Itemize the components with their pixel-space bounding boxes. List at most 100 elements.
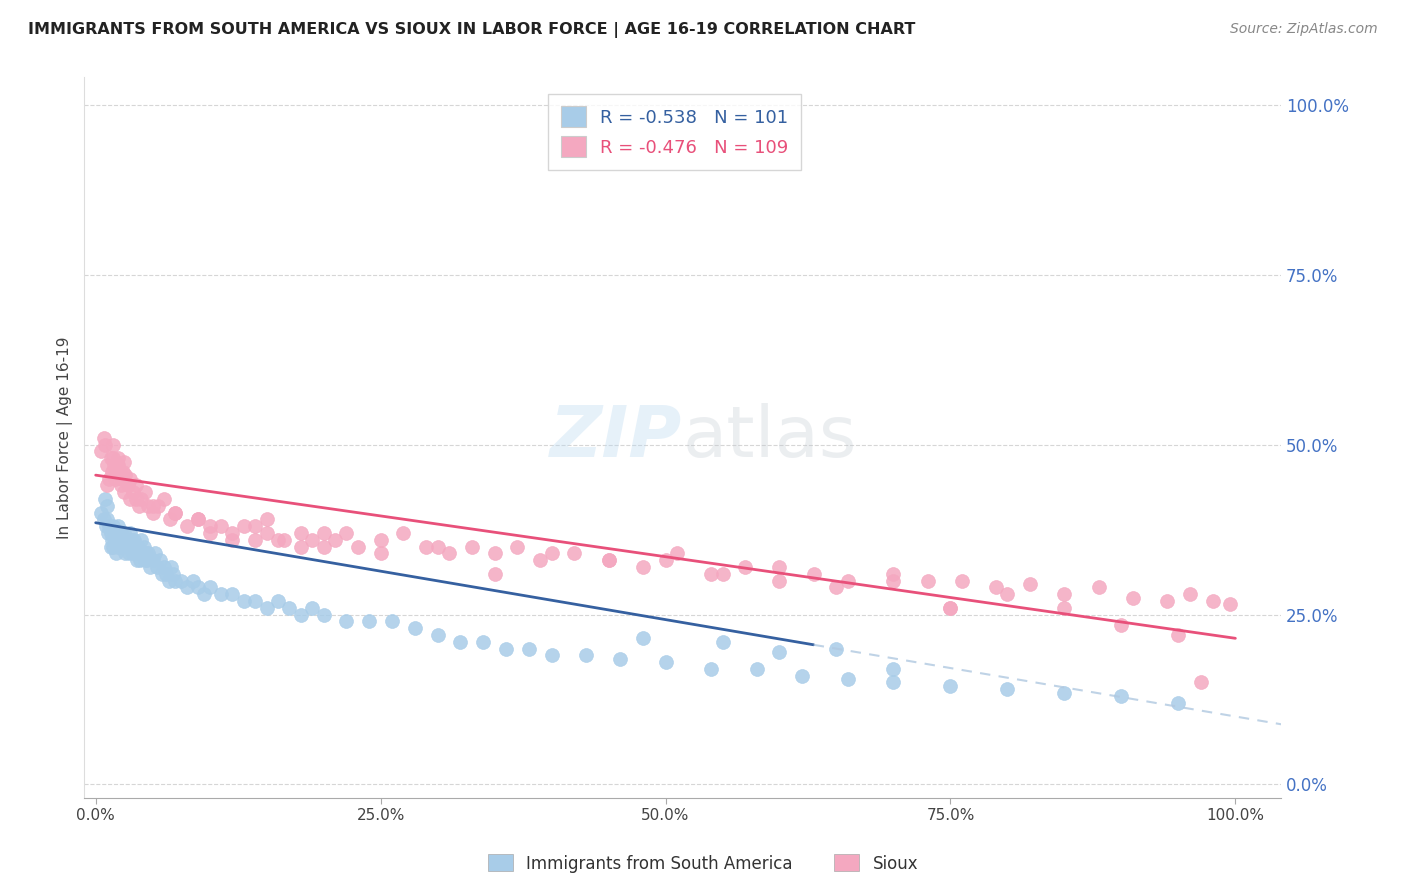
Point <box>90 444 112 458</box>
Point <box>598 553 620 567</box>
Point <box>107 540 129 554</box>
Point <box>136 553 159 567</box>
Point <box>104 533 127 547</box>
Point <box>1156 594 1178 608</box>
Point <box>1178 587 1201 601</box>
Point <box>598 553 620 567</box>
Point <box>882 675 904 690</box>
Point <box>665 546 688 560</box>
Point <box>93 512 115 526</box>
Point <box>1219 597 1241 611</box>
Point <box>472 634 495 648</box>
Point <box>1122 591 1144 605</box>
Point <box>734 560 756 574</box>
Point <box>96 478 118 492</box>
Point <box>803 566 825 581</box>
Point <box>150 566 173 581</box>
Point <box>256 525 278 540</box>
Point <box>157 574 180 588</box>
Point <box>1019 577 1042 591</box>
Point <box>128 546 150 560</box>
Point <box>159 512 181 526</box>
Point <box>148 499 170 513</box>
Point <box>97 525 120 540</box>
Point <box>107 519 129 533</box>
Point <box>245 594 267 608</box>
Point <box>139 560 162 574</box>
Point <box>517 641 540 656</box>
Point <box>132 540 155 554</box>
Point <box>101 519 124 533</box>
Point <box>114 468 136 483</box>
Y-axis label: In Labor Force | Age 16-19: In Labor Force | Age 16-19 <box>58 336 73 539</box>
Point <box>108 465 131 479</box>
Point <box>122 485 145 500</box>
Point <box>110 478 132 492</box>
Point <box>162 566 184 581</box>
Point <box>103 458 125 472</box>
Point <box>111 471 134 485</box>
Point <box>700 566 723 581</box>
Point <box>134 553 156 567</box>
Point <box>575 648 598 663</box>
Point <box>112 533 135 547</box>
Point <box>101 540 124 554</box>
Point <box>290 525 312 540</box>
Point <box>825 641 848 656</box>
Point <box>232 519 254 533</box>
Point <box>529 553 551 567</box>
Point <box>129 553 152 567</box>
Point <box>1053 686 1076 700</box>
Point <box>100 540 122 554</box>
Point <box>129 533 152 547</box>
Point <box>768 645 790 659</box>
Point <box>221 525 243 540</box>
Point <box>136 499 159 513</box>
Point <box>370 533 392 547</box>
Point <box>415 540 437 554</box>
Point <box>118 491 141 506</box>
Point <box>100 525 122 540</box>
Point <box>404 621 426 635</box>
Point <box>124 478 146 492</box>
Legend: R = -0.538   N = 101, R = -0.476   N = 109: R = -0.538 N = 101, R = -0.476 N = 109 <box>548 94 801 169</box>
Point <box>94 519 117 533</box>
Point <box>1167 696 1189 710</box>
Point <box>118 525 141 540</box>
Point <box>711 566 734 581</box>
Point <box>882 566 904 581</box>
Point <box>165 506 187 520</box>
Text: atlas: atlas <box>683 403 858 472</box>
Point <box>176 580 198 594</box>
Point <box>437 546 460 560</box>
Point <box>221 533 243 547</box>
Point <box>125 553 148 567</box>
Point <box>256 600 278 615</box>
Point <box>1053 587 1076 601</box>
Point <box>142 553 165 567</box>
Point <box>101 437 124 451</box>
Point <box>312 607 335 622</box>
Point <box>221 587 243 601</box>
Point <box>359 615 381 629</box>
Point <box>107 458 129 472</box>
Point <box>112 525 135 540</box>
Point <box>301 533 323 547</box>
Point <box>837 574 859 588</box>
Point <box>111 540 134 554</box>
Point <box>100 451 122 466</box>
Point <box>1189 675 1212 690</box>
Point <box>245 533 267 547</box>
Point <box>120 540 142 554</box>
Point <box>170 574 193 588</box>
Point <box>290 607 312 622</box>
Point <box>278 600 301 615</box>
Point <box>101 451 124 466</box>
Point <box>312 540 335 554</box>
Point <box>609 651 631 665</box>
Point <box>256 512 278 526</box>
Point <box>155 566 177 581</box>
Point <box>939 600 962 615</box>
Point <box>128 499 150 513</box>
Point <box>267 533 290 547</box>
